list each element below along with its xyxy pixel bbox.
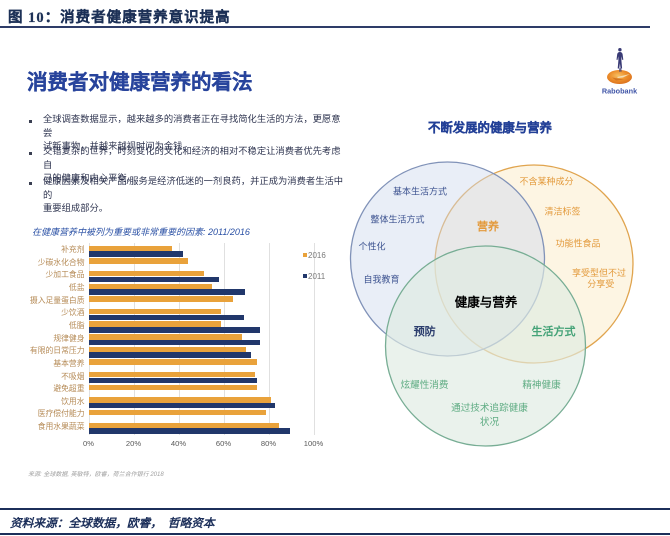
svg-text:Rabobank: Rabobank [602, 87, 638, 96]
